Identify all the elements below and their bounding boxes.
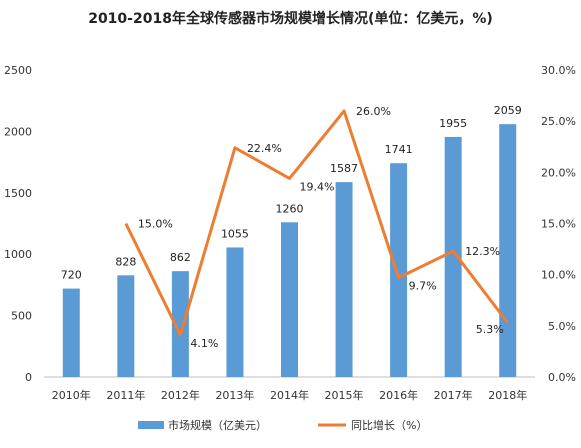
y-right-tick-2: 10.0% (541, 269, 576, 282)
growth-value-label-1: 15.0% (138, 218, 173, 231)
legend-label-bar: 市场规模（亿美元） (168, 418, 267, 432)
x-tick-0: 2010年 (52, 388, 91, 402)
y-left-tick-3: 1500 (4, 187, 32, 200)
bar-value-label-6: 1741 (385, 143, 413, 156)
x-tick-7: 2017年 (434, 388, 473, 402)
bar-value-label-4: 1260 (276, 202, 304, 215)
bar-5 (335, 182, 353, 377)
x-tick-3: 2013年 (215, 388, 254, 402)
bar-3 (226, 247, 244, 377)
y-left-tick-0: 0 (25, 371, 32, 384)
bar-4 (281, 222, 298, 377)
growth-value-label-6: 9.7% (409, 280, 437, 293)
legend: 市场规模（亿美元） 同比增长（%） (138, 418, 427, 432)
growth-series-line (124, 109, 509, 337)
bar-value-label-1: 828 (115, 255, 136, 268)
growth-value-label-4: 19.4% (300, 180, 335, 193)
chart-title: 2010-2018年全球传感器市场规模增长情况(单位：亿美元，%) (88, 11, 493, 27)
y-right-tick-5: 25.0% (541, 115, 576, 128)
bar-1 (117, 275, 135, 377)
y-left-tick-1: 500 (11, 310, 32, 323)
y-left-tick-2: 1000 (4, 248, 32, 261)
y-left-tick-5: 2500 (4, 64, 32, 77)
bar-0 (62, 288, 80, 377)
y-left-tick-4: 2000 (4, 125, 32, 138)
growth-value-label-8: 5.3% (476, 323, 504, 336)
bar-value-label-8: 2059 (494, 104, 522, 117)
growth-value-label-7: 12.3% (465, 245, 500, 258)
y-right-tick-3: 15.0% (541, 218, 576, 231)
y-right-tick-6: 30.0% (541, 64, 576, 77)
bar-6 (390, 163, 408, 377)
legend-swatch-bar (138, 421, 164, 429)
bar-value-label-2: 862 (170, 251, 191, 264)
x-tick-5: 2015年 (325, 388, 364, 402)
y-right-tick-0: 0.0% (548, 371, 576, 384)
bar-value-label-0: 720 (61, 269, 82, 282)
legend-label-line: 同比增长（%） (351, 418, 427, 432)
bar-value-label-7: 1955 (439, 117, 467, 130)
x-tick-4: 2014年 (270, 388, 309, 402)
growth-value-label-2: 4.1% (190, 337, 218, 350)
x-tick-6: 2016年 (379, 388, 418, 402)
y-right-tick-1: 5.0% (548, 320, 576, 333)
bar-value-label-5: 1587 (330, 162, 358, 175)
bar-8 (499, 124, 517, 377)
bar-value-label-3: 1055 (221, 227, 249, 240)
x-tick-2: 2012年 (161, 388, 200, 402)
x-tick-1: 2011年 (106, 388, 145, 402)
bar-2 (171, 271, 189, 377)
y-right-tick-4: 20.0% (541, 166, 576, 179)
growth-value-label-3: 22.4% (247, 142, 282, 155)
bar-7 (444, 136, 462, 377)
growth-value-label-5: 26.0% (356, 105, 391, 118)
x-tick-8: 2018年 (488, 388, 527, 402)
